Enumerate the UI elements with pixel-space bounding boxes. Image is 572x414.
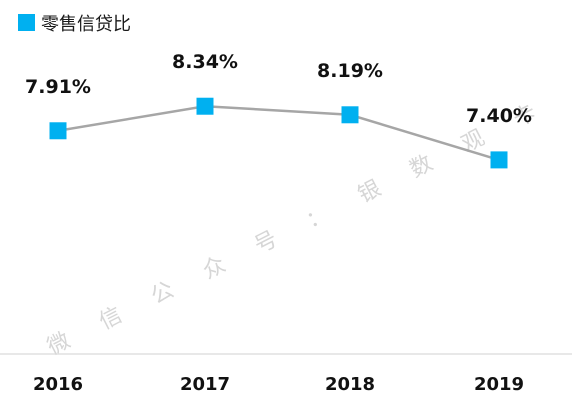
data-label: 8.34% <box>172 51 238 73</box>
watermark-char: 数 <box>406 151 437 183</box>
watermark-char: ： <box>302 201 333 233</box>
watermark-char: 众 <box>199 252 230 284</box>
data-label: 8.19% <box>317 60 383 82</box>
watermark-char: 银 <box>354 176 385 208</box>
x-axis-ticks: 2016 2017 2018 2019 <box>33 374 524 395</box>
data-point-marker <box>196 97 214 115</box>
data-point-marker <box>49 122 67 140</box>
x-tick-label: 2017 <box>180 374 230 395</box>
watermark-char: 号 <box>251 227 282 259</box>
x-tick-label: 2019 <box>474 374 524 395</box>
data-point-marker <box>341 106 359 124</box>
watermark-char: 微 <box>44 328 75 360</box>
legend-swatch <box>18 14 35 31</box>
series-retail-loan-ratio: 7.91% 8.34% 8.19% 7.40% <box>25 51 532 169</box>
x-tick-label: 2016 <box>33 374 83 395</box>
data-label: 7.91% <box>25 76 91 98</box>
watermark-char: 信 <box>95 303 126 335</box>
legend-label: 零售信贷比 <box>41 14 131 35</box>
series-line <box>57 104 500 162</box>
x-tick-label: 2018 <box>325 374 375 395</box>
legend: 零售信贷比 <box>18 14 131 35</box>
data-point-marker <box>490 151 508 169</box>
data-label: 7.40% <box>466 105 532 127</box>
watermark-char: 公 <box>147 277 178 309</box>
